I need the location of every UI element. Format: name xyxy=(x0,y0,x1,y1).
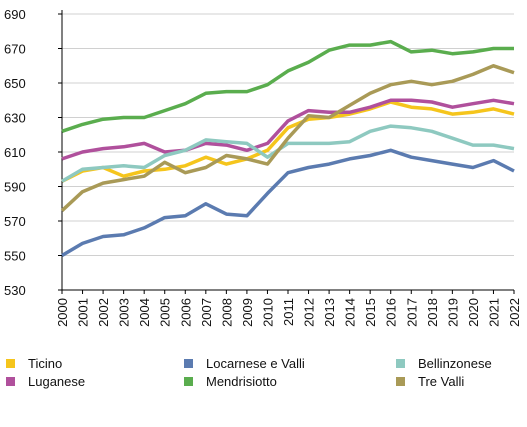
x-tick-label: 2010 xyxy=(260,298,275,327)
legend-swatch xyxy=(184,377,193,386)
x-tick-label: 2018 xyxy=(425,298,440,327)
x-tick-label: 2014 xyxy=(343,298,358,327)
legend-swatch xyxy=(184,359,193,368)
x-tick-label: 2009 xyxy=(240,298,255,327)
line xyxy=(61,98,515,161)
y-tick-label: 530 xyxy=(4,283,26,298)
x-tick-label: 2019 xyxy=(445,298,460,327)
line xyxy=(61,100,515,183)
legend-label: Locarnese e Valli xyxy=(206,356,305,371)
x-tick-label: 2004 xyxy=(137,298,152,327)
x-tick-label: 2005 xyxy=(158,298,173,327)
y-tick-label: 550 xyxy=(4,249,26,264)
legend-swatch xyxy=(396,377,405,386)
x-tick-label: 2000 xyxy=(55,298,70,327)
legend-label: Mendrisiotto xyxy=(206,374,277,389)
x-tick-label: 2006 xyxy=(178,298,193,327)
x-tick-label: 2021 xyxy=(486,298,501,327)
y-tick-label: 690 xyxy=(4,7,26,22)
y-tick-label: 650 xyxy=(4,76,26,91)
x-tick-label: 2011 xyxy=(281,298,296,326)
x-tick-label: 2012 xyxy=(302,298,317,327)
legend-swatch xyxy=(6,359,15,368)
x-tick-label: 2016 xyxy=(384,298,399,327)
x-tick-label: 2001 xyxy=(76,298,91,327)
x-tick-label: 2015 xyxy=(363,298,378,327)
legend-label: Luganese xyxy=(28,374,85,389)
legend-label: Ticino xyxy=(28,356,62,371)
line xyxy=(61,124,515,183)
y-tick-label: 590 xyxy=(4,180,26,195)
x-tick-label: 2002 xyxy=(96,298,111,327)
line xyxy=(61,148,515,258)
y-tick-label: 570 xyxy=(4,214,26,229)
line xyxy=(60,64,515,212)
x-tick-label: 2008 xyxy=(219,298,234,327)
y-tick-label: 670 xyxy=(4,42,26,57)
legend-swatch xyxy=(6,377,15,386)
legend-swatch xyxy=(396,359,405,368)
x-tick-label: 2022 xyxy=(507,298,522,327)
legend-label: Bellinzonese xyxy=(418,356,492,371)
line xyxy=(61,39,514,133)
x-tick-label: 2003 xyxy=(117,298,132,327)
legend-label: Tre Valli xyxy=(418,374,464,389)
y-tick-label: 630 xyxy=(4,111,26,126)
y-tick-label: 610 xyxy=(4,145,26,160)
x-tick-label: 2013 xyxy=(322,298,337,327)
x-tick-label: 2020 xyxy=(466,298,481,327)
x-tick-label: 2017 xyxy=(404,298,419,327)
x-tick-label: 2007 xyxy=(199,298,214,327)
